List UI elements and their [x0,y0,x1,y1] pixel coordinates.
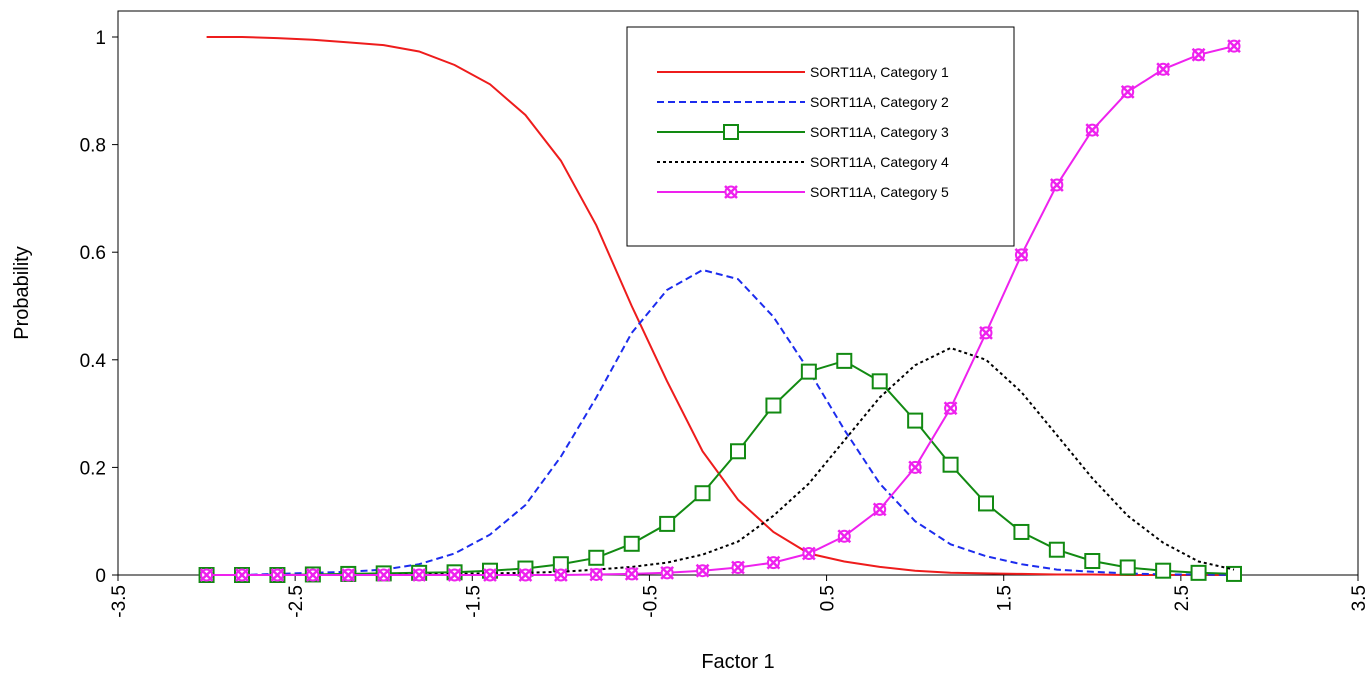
series-5-point [1085,123,1100,137]
series-3-point [1155,562,1172,579]
series-5-point [801,546,816,561]
series-5-point [199,568,214,582]
y-tick-label: 1 [95,28,106,49]
series-5-point [483,568,497,582]
series-3-point [1190,564,1207,581]
y-tick-label: 0 [95,566,106,587]
legend-label: SORT11A, Category 3 [810,124,949,140]
series-3-point [765,397,782,414]
series-4-line [206,346,1235,576]
series-5-point [872,502,887,517]
series-5-point [589,567,604,582]
series-2 [206,268,1235,576]
series-5-point [1120,84,1135,99]
x-tick-label: 3.5 [1349,585,1370,611]
x-axis-title: Factor 1 [701,651,774,673]
x-tick-label: -3.5 [109,585,130,618]
legend-label: SORT11A, Category 4 [810,154,949,170]
series-4 [206,346,1235,576]
y-tick-label: 0.8 [80,136,106,157]
series-5-point [412,568,427,582]
y-tick-label: 0.4 [80,351,107,372]
x-tick-label: -1.5 [463,585,484,618]
y-axis-title: Probability [11,246,33,339]
series-5-point [376,568,391,582]
legend-label: SORT11A, Category 5 [810,184,949,200]
legend-marker [723,124,739,140]
series-3-point [1013,523,1030,540]
series-3-point [659,515,676,532]
legend-marker [724,185,738,199]
x-tick-label: -0.5 [640,585,661,618]
series-5-point [1191,47,1206,62]
series-5-point [341,568,356,582]
series-layer [198,36,1242,583]
series-3-point [907,412,924,429]
legend: SORT11A, Category 1 SORT11A, Category 2 SO… [626,26,1015,247]
series-5-point [766,555,781,570]
y-tick-label: 0.6 [80,243,106,264]
series-3-point [800,363,817,380]
series-3-point [694,485,711,502]
series-3-point [623,535,640,552]
plot-frame [117,10,1359,576]
series-5-point [1227,39,1241,54]
series-5-point [908,460,923,475]
series-1 [206,36,1234,576]
series-5-point [270,568,285,582]
legend-label: SORT11A, Category 1 [810,64,949,80]
series-5-point [305,568,320,582]
series-3-point [1119,559,1136,576]
series-5-point [624,567,639,581]
series-5-point [979,326,993,340]
series-1-line [206,36,1234,576]
series-3-point [1048,541,1065,558]
legend-label: SORT11A, Category 2 [810,94,949,110]
series-3-point [588,549,605,566]
series-3-point [942,456,959,473]
series-5-point [235,568,249,582]
series-3-point [978,495,994,512]
series-5 [199,39,1241,582]
series-5-point [518,568,533,582]
series-5-point [695,563,710,578]
series-5-point [1049,178,1064,192]
series-5-point [447,568,462,582]
series-2-line [206,268,1235,576]
x-tick-label: -2.5 [286,585,307,618]
series-5-point [731,560,745,575]
x-tick-label: 2.5 [1172,585,1193,611]
axes: -3.5 -2.5 -1.5 -0.5 0.5 1.5 2.5 3.5 0 0.2 0.4 0.6 0.… [80,28,1370,618]
legend-box [626,26,1015,247]
series-3-point [1226,565,1242,582]
series-5-point [1014,248,1029,262]
x-tick-label: 0.5 [818,585,839,611]
series-5-point [943,401,958,416]
series-5-point [837,529,852,544]
series-3-line [206,359,1235,576]
x-tick-label: 1.5 [995,585,1016,611]
series-3-point [871,373,888,390]
series-3-point [730,443,746,460]
series-3-point [836,352,853,369]
series-3-point [1084,553,1101,570]
y-tick-label: 0.2 [80,458,106,479]
series-5-point [553,568,568,582]
series-5-point [660,565,675,580]
series-5-point [1156,62,1171,77]
